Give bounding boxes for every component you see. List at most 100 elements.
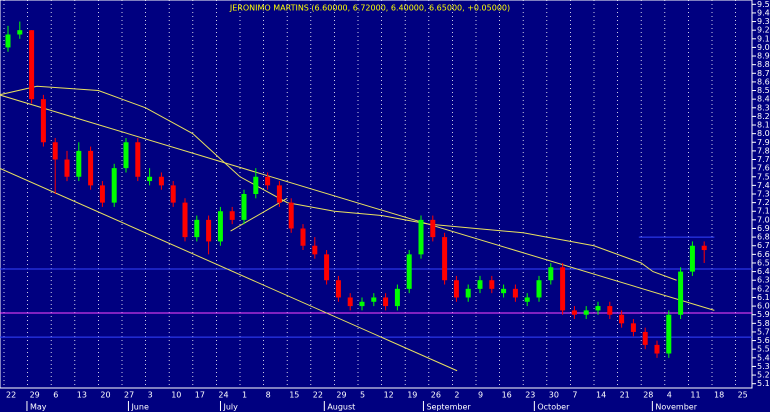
trend-line xyxy=(0,94,715,311)
x-tick-label: 14 xyxy=(596,391,606,400)
month-label: May xyxy=(30,403,47,412)
y-tick-label: 5.8 xyxy=(757,319,770,328)
y-tick-label: 8.5 xyxy=(757,86,770,95)
month-label: October xyxy=(537,403,570,412)
x-tick-label: 21 xyxy=(620,391,630,400)
x-tick-label: 6 xyxy=(53,391,58,400)
candle-body xyxy=(158,176,164,186)
candle-body xyxy=(265,176,271,186)
y-tick-label: 5.4 xyxy=(757,353,770,362)
candle-body xyxy=(536,280,542,298)
candle-body xyxy=(64,159,70,177)
candle-body xyxy=(347,297,353,307)
month-label: September xyxy=(426,403,471,412)
candle-body xyxy=(607,306,613,315)
x-tick-label: 1 xyxy=(242,391,247,400)
y-tick-label: 5.9 xyxy=(757,310,770,319)
y-tick-label: 8.1 xyxy=(757,121,770,130)
x-tick-label: 26 xyxy=(431,391,441,400)
y-tick-label: 7.8 xyxy=(757,146,770,155)
candle-body xyxy=(489,280,495,289)
candle-body xyxy=(229,211,235,220)
y-tick-label: 5.5 xyxy=(757,345,770,354)
candle-body xyxy=(701,245,707,251)
candle-body xyxy=(571,310,577,315)
x-tick-label: 11 xyxy=(690,391,700,400)
candle-body xyxy=(394,288,400,307)
candle-body xyxy=(465,288,471,298)
candle-body xyxy=(654,344,660,354)
trend-line xyxy=(230,197,288,232)
y-tick-label: 8.0 xyxy=(757,129,770,138)
y-tick-label: 7.0 xyxy=(757,215,770,224)
candle-body xyxy=(276,185,282,203)
y-tick-label: 6.4 xyxy=(757,267,770,276)
x-tick-label: 2 xyxy=(454,391,459,400)
x-tick-label: 25 xyxy=(738,391,748,400)
y-tick-label: 6.3 xyxy=(757,276,770,285)
y-tick-label: 6.8 xyxy=(757,233,770,242)
x-tick-label: 17 xyxy=(195,391,205,400)
x-tick-label: 22 xyxy=(313,391,323,400)
y-tick-label: 7.2 xyxy=(757,198,770,207)
candle-body xyxy=(512,288,518,298)
y-tick-label: 7.7 xyxy=(757,155,770,164)
candle-body xyxy=(206,219,212,242)
candle-body xyxy=(595,306,601,311)
month-label: November xyxy=(655,403,697,412)
trend-line xyxy=(0,167,458,372)
candle-body xyxy=(383,297,389,307)
x-tick-label: 24 xyxy=(218,391,228,400)
x-tick-label: 5 xyxy=(360,391,365,400)
y-tick-label: 7.3 xyxy=(757,190,770,199)
candle-body xyxy=(288,202,294,229)
y-tick-label: 7.1 xyxy=(757,207,770,216)
candle-body xyxy=(241,194,247,220)
candle-body xyxy=(453,280,459,298)
candle-body xyxy=(17,30,23,35)
candle-body xyxy=(300,228,306,246)
x-tick-label: 16 xyxy=(502,391,512,400)
y-tick-label: 7.6 xyxy=(757,164,770,173)
y-tick-label: 7.9 xyxy=(757,138,770,147)
candle-body xyxy=(371,297,377,302)
x-tick-label: 19 xyxy=(407,391,417,400)
x-tick-label: 15 xyxy=(289,391,299,400)
candle-body xyxy=(29,30,35,100)
y-tick-label: 6.6 xyxy=(757,250,770,259)
y-tick-label: 5.3 xyxy=(757,362,770,371)
candle-body xyxy=(477,280,483,289)
y-tick-label: 9.4 xyxy=(757,8,770,17)
y-tick-label: 7.5 xyxy=(757,172,770,181)
candle-body xyxy=(642,331,648,345)
candle-body xyxy=(135,142,141,177)
candle-body xyxy=(548,267,554,281)
x-tick-label: 28 xyxy=(643,391,653,400)
x-tick-label: 29 xyxy=(336,391,346,400)
x-tick-label: 3 xyxy=(148,391,153,400)
month-label: June xyxy=(130,403,149,412)
y-tick-label: 9.0 xyxy=(757,43,770,52)
month-label: August xyxy=(327,403,355,412)
candle-body xyxy=(147,176,153,182)
y-tick-label: 5.7 xyxy=(757,327,770,336)
candle-body xyxy=(406,254,412,289)
y-tick-label: 8.8 xyxy=(757,60,770,69)
y-tick-label: 6.9 xyxy=(757,224,770,233)
candle-body xyxy=(359,301,365,307)
x-tick-label: 22 xyxy=(6,391,16,400)
y-tick-label: 5.2 xyxy=(757,371,770,380)
x-tick-label: 9 xyxy=(478,391,483,400)
x-tick-label: 10 xyxy=(171,391,181,400)
chart-title: JERONIMO MARTINS (6.60000, 6.72000, 6.40… xyxy=(229,4,510,13)
x-tick-label: 12 xyxy=(384,391,394,400)
y-tick-label: 9.3 xyxy=(757,17,770,26)
candle-body xyxy=(583,310,589,315)
candle-body xyxy=(335,280,341,298)
x-tick-label: 4 xyxy=(667,391,672,400)
x-tick-label: 20 xyxy=(100,391,110,400)
candle-body xyxy=(560,267,566,311)
moving-average xyxy=(0,85,677,281)
